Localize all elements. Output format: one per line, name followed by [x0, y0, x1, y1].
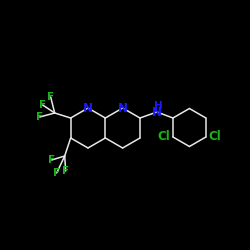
Text: F: F [48, 155, 55, 165]
Text: Cl: Cl [209, 130, 222, 143]
Text: N: N [118, 102, 128, 114]
Text: F: F [62, 166, 69, 176]
Text: N: N [83, 102, 93, 114]
Text: F: F [47, 92, 54, 102]
Text: N: N [152, 106, 162, 118]
Text: F: F [36, 112, 43, 122]
Text: F: F [53, 168, 60, 178]
Text: Cl: Cl [157, 130, 170, 143]
Text: F: F [39, 100, 46, 110]
Text: H: H [154, 101, 162, 111]
